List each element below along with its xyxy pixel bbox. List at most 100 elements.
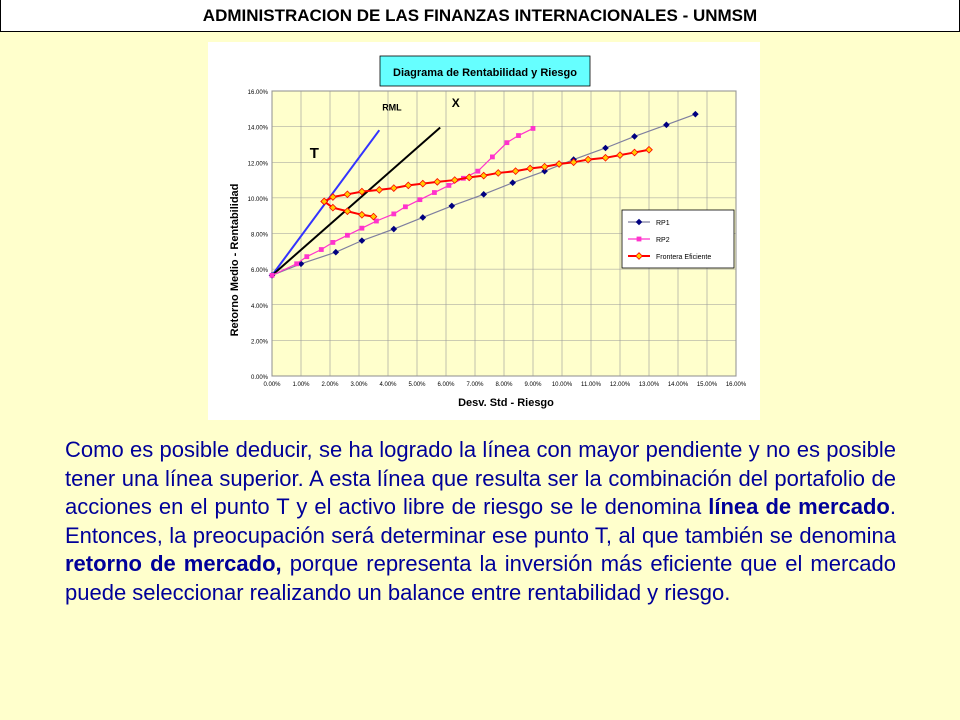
data-point: [480, 191, 487, 198]
x-tick-label: 16.00%: [726, 382, 747, 388]
data-point: [294, 261, 300, 267]
series-3: [320, 197, 378, 221]
series-2: [320, 145, 653, 206]
data-point: [494, 169, 503, 177]
data-point: [390, 225, 398, 233]
data-point: [417, 197, 423, 203]
data-point: [450, 176, 459, 184]
data-point: [663, 121, 670, 129]
y-tick-label: 10.00%: [248, 197, 269, 203]
x-tick-label: 7.00%: [466, 382, 484, 388]
data-point: [630, 148, 639, 157]
x-tick-label: 2.00%: [321, 382, 339, 388]
data-point: [343, 190, 352, 199]
data-point: [269, 272, 275, 278]
data-point: [465, 173, 474, 182]
data-point: [448, 202, 456, 210]
data-point: [304, 254, 310, 260]
y-tick-label: 2.00%: [251, 339, 269, 345]
data-point: [511, 167, 520, 176]
data-point: [432, 190, 437, 195]
legend: RP1 RP2 Frontera Eficiente: [621, 209, 735, 269]
annotation-x: X: [452, 96, 460, 110]
data-point: [569, 158, 578, 167]
term-retorno-de-mercado: retorno de mercado,: [65, 551, 282, 577]
x-tick-label: 13.00%: [639, 382, 660, 388]
data-point: [358, 237, 366, 244]
data-point: [526, 164, 534, 173]
data-point: [374, 218, 379, 224]
y-tick-label: 4.00%: [251, 304, 269, 310]
data-point: [433, 177, 442, 186]
data-point: [358, 210, 366, 219]
data-point: [320, 197, 329, 206]
x-tick-label: 14.00%: [668, 382, 689, 388]
legend-swatch-marker: [636, 236, 642, 242]
x-tick-label: 10.00%: [552, 382, 573, 388]
x-axis-label: Desv. Std - Riesgo: [458, 397, 554, 409]
data-point: [555, 160, 563, 168]
paragraph-part-3: porque representa la inversión más efici…: [65, 551, 896, 605]
legend-swatch-marker: [635, 252, 643, 260]
data-point: [692, 110, 699, 118]
data-point: [504, 140, 510, 146]
data-point: [404, 181, 413, 190]
data-point: [403, 204, 408, 210]
axis-layer: 0.00% 2.00% 4.00% 6.00% 8.00% 10.00% 12.00% 14.…: [248, 90, 747, 388]
data-point: [419, 214, 427, 221]
x-tick-label: 1.00%: [292, 382, 310, 388]
data-point: [479, 171, 488, 180]
chart-title-box: [379, 55, 591, 87]
y-tick-label: 16.00%: [248, 90, 269, 96]
line-x: [271, 126, 441, 277]
header-title: ADMINISTRACION DE LAS FINANZAS INTERNACI…: [202, 6, 758, 25]
x-tick-label: 6.00%: [437, 382, 455, 388]
annotation-rml: RML: [382, 103, 402, 113]
data-point: [446, 183, 452, 188]
data-point: [369, 212, 378, 221]
paragraph-part-1: Como es posible deducir, se ha logrado l…: [65, 437, 896, 520]
data-point: [330, 240, 336, 245]
data-point: [516, 133, 521, 138]
legend-item: Frontera Eficiente: [628, 252, 711, 261]
y-tick-label: 12.00%: [248, 161, 269, 167]
y-tick-label: 0.00%: [251, 375, 269, 381]
y-tick-label: 8.00%: [251, 233, 269, 239]
data-point: [509, 179, 516, 187]
header-bar: ADMINISTRACION DE LAS FINANZAS INTERNACI…: [0, 0, 960, 32]
x-tick-label: 12.00%: [610, 382, 631, 388]
data-point: [318, 247, 324, 252]
data-point: [329, 193, 337, 201]
annotation-layer: T RML X: [310, 96, 460, 162]
legend-label: Frontera Eficiente: [656, 254, 711, 261]
y-tick-label: 6.00%: [251, 268, 269, 274]
x-tick-label: 0.00%: [263, 382, 281, 388]
legend-item: RP2: [628, 236, 670, 244]
paragraph-part-2: . Entonces, la preocupación será determi…: [65, 494, 896, 548]
data-point: [358, 187, 366, 196]
x-tick-label: 9.00%: [524, 382, 542, 388]
data-point: [375, 185, 384, 194]
data-point: [389, 184, 398, 192]
x-tick-label: 5.00%: [408, 382, 426, 388]
data-point: [601, 153, 610, 162]
data-point: [418, 179, 427, 188]
term-linea-de-mercado: línea de mercado: [708, 494, 890, 520]
data-point: [490, 154, 495, 160]
data-point: [645, 145, 653, 154]
x-tick-label: 4.00%: [379, 382, 397, 388]
data-point: [359, 225, 365, 231]
data-point: [475, 168, 481, 174]
data-point: [391, 211, 397, 217]
risk-return-chart: Diagrama de Rentabilidad y Riesgo 0.00% 2…: [229, 55, 747, 409]
series-layer: [268, 110, 699, 279]
x-tick-label: 3.00%: [350, 382, 368, 388]
data-point: [329, 203, 337, 212]
y-tick-label: 14.00%: [248, 126, 269, 132]
annotation-t: T: [310, 145, 319, 162]
data-point: [616, 151, 624, 159]
series-1: [269, 126, 536, 278]
chart-title: Diagrama de Rentabilidad y Riesgo: [393, 67, 577, 79]
data-point: [541, 167, 548, 175]
chart-container: Diagrama de Rentabilidad y Riesgo 0.00% 2…: [208, 42, 760, 420]
